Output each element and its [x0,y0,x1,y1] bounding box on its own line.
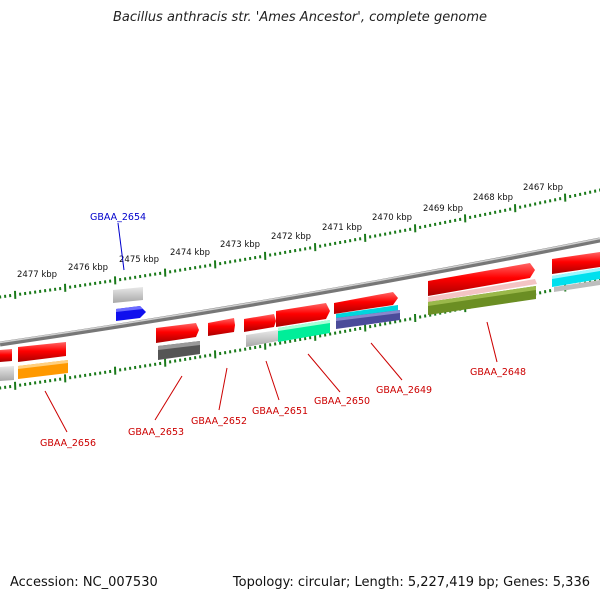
tick-label: 2472 kbp [271,232,311,242]
tick-label: 2477 kbp [17,270,57,280]
gene-gbaa-2648[interactable] [428,263,537,315]
gene-gbaa-2653[interactable] [156,323,200,360]
gene-gbaa-2652[interactable] [208,318,235,336]
map-title: Bacillus anthracis str. 'Ames Ancestor',… [112,10,488,25]
gene-left-edge[interactable] [0,349,14,381]
tick-label: 2475 kbp [119,255,159,265]
tick-label: 2471 kbp [322,223,362,233]
gene-gbaa-2651[interactable] [244,314,278,347]
gene-forward-edge[interactable] [552,252,600,292]
tick-label: 2476 kbp [68,263,108,273]
tick-labels: 2477 kbp 2476 kbp 2475 kbp 2474 kbp 2473… [17,183,563,280]
gene-label-gbaa-2649: GBAA_2649 [376,385,432,396]
genome-summary-text: Topology: circular; Length: 5,227,419 bp… [232,575,590,590]
tick-label: 2474 kbp [170,248,210,258]
tick-label: 2469 kbp [423,204,463,214]
gene-gbaa-2649[interactable] [334,292,400,329]
gene-label-gbaa-2653: GBAA_2653 [128,427,184,438]
gene-label-gbaa-2651: GBAA_2651 [252,406,308,417]
tick-label: 2470 kbp [372,213,412,223]
tick-label: 2468 kbp [473,193,513,203]
gene-label-gbaa-2654: GBAA_2654 [90,212,146,223]
tick-label: 2467 kbp [523,183,563,193]
gene-gbaa-2650[interactable] [276,303,330,342]
gene-label-gbaa-2652: GBAA_2652 [191,416,247,427]
gene-callouts: GBAA_2654 GBAA_2656 GBAA_2653 GBAA_2652 … [40,212,526,449]
genome-backbone [0,237,600,347]
gene-gbaa-2654[interactable] [113,287,146,321]
gene-label-gbaa-2650: GBAA_2650 [314,396,370,407]
accession-text: Accession: NC_007530 [10,575,158,590]
gene-gbaa-2656[interactable] [18,342,68,379]
gene-label-gbaa-2656: GBAA_2656 [40,438,96,449]
outer-tick-ring [0,188,600,299]
gene-label-gbaa-2648: GBAA_2648 [470,367,526,378]
tick-label: 2473 kbp [220,240,260,250]
